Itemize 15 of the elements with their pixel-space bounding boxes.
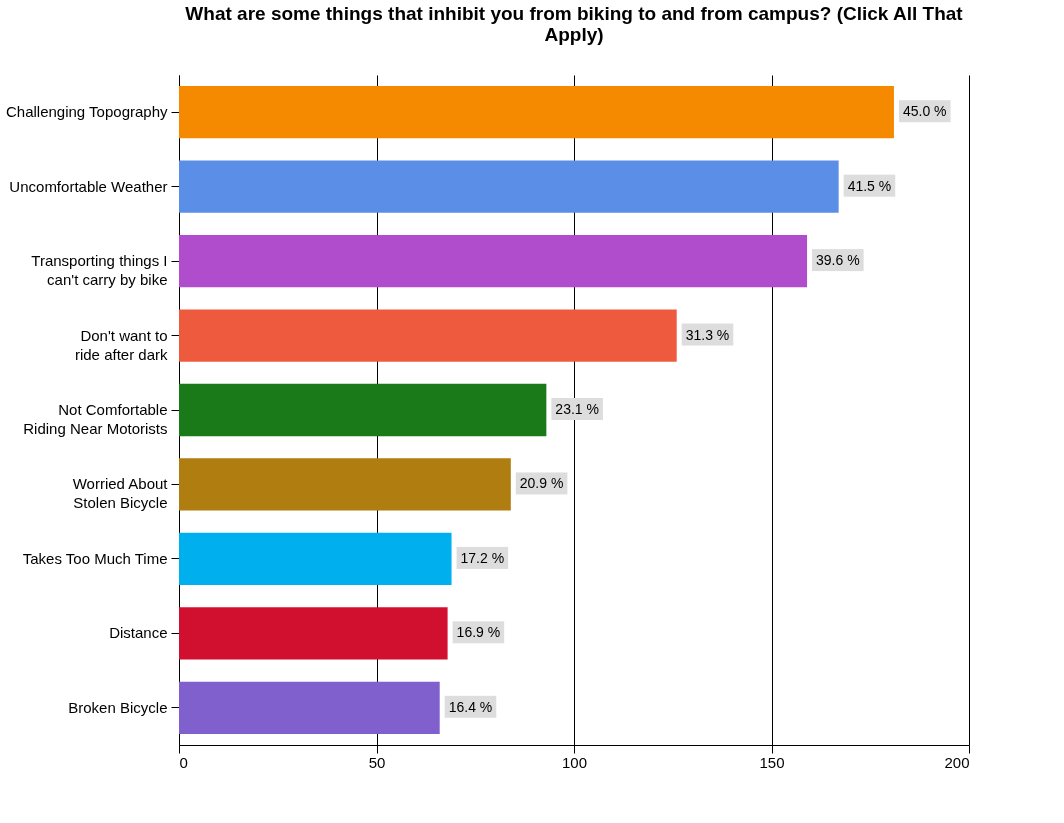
y-tick-label: Not Comfortable Riding Near Motorists: [23, 401, 168, 437]
y-tick-label: Uncomfortable Weather: [9, 177, 168, 195]
y-tick-label: Transporting things I can't carry by bike: [31, 252, 168, 289]
x-tick-label: 150: [759, 753, 785, 771]
y-tick-label: Takes Too Much Time: [22, 549, 168, 567]
x-tick-label: 100: [561, 753, 588, 771]
y-tick-label: Broken Bicycle: [68, 698, 168, 716]
y-tick-label: Worried About Stolen Bicycle: [72, 475, 169, 512]
x-tick-label: 0: [179, 753, 188, 771]
y-tick-label: Challenging Topography: [5, 103, 168, 121]
x-tick-label: 200: [944, 753, 970, 771]
y-tick-label: Don't want to ride after dark: [74, 326, 168, 363]
y-tick-label: Distance: [109, 624, 168, 642]
x-tick-label: 50: [368, 753, 386, 771]
chart-title: What are some things that inhibit you from biking to and from campus? (Click All That Apply): [185, 3, 964, 45]
